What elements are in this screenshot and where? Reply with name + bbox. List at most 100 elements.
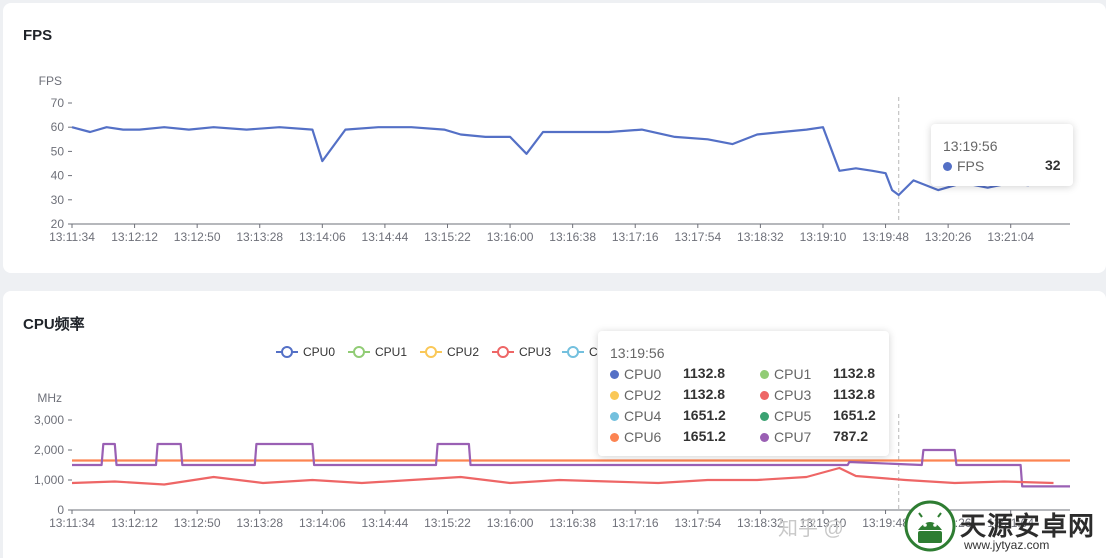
fps-card: FPS <box>3 3 1106 273</box>
cpu-tooltip-value: 1132.8 <box>683 365 726 381</box>
fps-y-axis-label: FPS <box>39 74 62 88</box>
fps-x-tick-label: 13:17:16 <box>612 230 659 244</box>
cpu-tooltip-row: CPU4 <box>610 407 661 425</box>
cpu-x-tick-label: 13:12:50 <box>174 516 221 530</box>
cpu-tooltip-label: CPU5 <box>774 408 812 424</box>
cpu-plot: 0 1,000 2,000 3,000 13:11:34 13:12:12 13:12:50… <box>34 391 1070 530</box>
cpu-tooltip-value: 1132.8 <box>833 386 876 402</box>
cpu-tooltip-label: CPU4 <box>624 408 662 424</box>
legend-marker-icon <box>497 346 509 358</box>
cpu-tooltip-row: CPU3 <box>760 386 811 404</box>
cpu-x-tick-label: 13:19:10 <box>800 516 847 530</box>
fps-x-tick-label: 13:19:48 <box>862 230 909 244</box>
fps-x-tick-label: 13:17:54 <box>674 230 721 244</box>
legend-label: CPU1 <box>375 345 407 359</box>
cpu-tooltip-row: CPU1 <box>760 365 811 383</box>
legend-marker-icon <box>281 346 293 358</box>
cpu-x-tick-label: 13:18:32 <box>737 516 784 530</box>
fps-x-tick-label: 13:16:38 <box>549 230 596 244</box>
fps-x-tick-label: 13:21:04 <box>987 230 1034 244</box>
series-dot-icon <box>610 391 619 400</box>
cpu-x-tick-label: 13:17:16 <box>612 516 659 530</box>
cpu-x-tick-label: 13:12:12 <box>111 516 158 530</box>
cpu-tooltip-row: CPU7 <box>760 428 811 446</box>
cpu-y-tick-label: 3,000 <box>34 413 64 427</box>
legend-marker-icon <box>567 346 579 358</box>
cpu-tooltip-label: CPU0 <box>624 366 662 382</box>
series-dot-icon <box>760 370 769 379</box>
fps-y-tick-label: 40 <box>51 169 65 183</box>
cpu-card-title: CPU频率 <box>23 316 85 333</box>
legend-label: CPU0 <box>303 345 335 359</box>
site-watermark: 天源安卓网 www.jytyaz.com <box>902 494 1102 558</box>
cpu-x-tick-label: 13:21:04 <box>987 516 1034 530</box>
cpu-y-tick-label: 2,000 <box>34 443 64 457</box>
cpu-tooltip-row: CPU2 <box>610 386 661 404</box>
series-dot-icon <box>760 433 769 442</box>
site-name: 天源安卓网 <box>960 511 1096 541</box>
series-dot-icon <box>760 412 769 421</box>
cpu-tooltip-row: CPU6 <box>610 428 661 446</box>
cpu-tooltip-value: 1132.8 <box>833 365 876 381</box>
cpu-y-tick-label: 0 <box>57 503 64 517</box>
cpu-y-axis-label: MHz <box>37 391 62 405</box>
cpu-tooltip-value: 1651.2 <box>683 407 726 423</box>
site-url: www.jytyaz.com <box>964 538 1050 552</box>
cpu-tooltip: 13:19:56 CPU0 1132.8 CPU1 1132.8 CPU2 1132.8 C… <box>598 331 889 456</box>
fps-x-tick-label: 13:14:44 <box>362 230 409 244</box>
cpu-x-tick-label: 13:16:00 <box>487 516 534 530</box>
legend-marker-icon <box>353 346 365 358</box>
cpu-tooltip-label: CPU2 <box>624 387 662 403</box>
cpu-tooltip-label: CPU7 <box>774 429 812 445</box>
legend-item-cpu3[interactable]: CPU3 <box>492 345 551 359</box>
cpu-tooltip-value: 1651.2 <box>683 428 726 444</box>
fps-card-title: FPS <box>23 27 53 44</box>
legend-item-cpu1[interactable]: CPU1 <box>348 345 407 359</box>
fps-y-tick-label: 60 <box>51 120 65 134</box>
cpu-tooltip-value: 787.2 <box>833 428 869 444</box>
fps-x-tick-label: 13:16:00 <box>487 230 534 244</box>
fps-x-tick-label: 13:12:50 <box>174 230 221 244</box>
fps-x-tick-label: 13:15:22 <box>424 230 471 244</box>
legend-label: CPU3 <box>519 345 551 359</box>
legend-item-c[interactable]: C <box>562 345 598 359</box>
cpu-tooltip-label: CPU1 <box>774 366 812 382</box>
cpu-tooltip-row: CPU0 <box>610 365 661 383</box>
cpu-x-tick-label: 13:14:06 <box>299 516 346 530</box>
cpu-tooltip-value: 1651.2 <box>833 407 876 423</box>
cpu-tooltip-time: 13:19:56 <box>610 345 665 361</box>
cpu-x-tick-label: 13:15:22 <box>424 516 471 530</box>
fps-y-tick-label: 30 <box>51 193 65 207</box>
fps-tooltip: 13:19:56 FPS 32 <box>931 124 1073 186</box>
series-dot-icon <box>943 162 952 171</box>
fps-x-tick-label: 13:14:06 <box>299 230 346 244</box>
cpu-series-cpu7 <box>72 442 1070 488</box>
fps-y-tick-label: 20 <box>51 217 65 231</box>
fps-x-tick-label: 13:19:10 <box>800 230 847 244</box>
fps-x-tick-label: 13:11:34 <box>49 230 95 244</box>
android-logo-icon <box>904 500 956 552</box>
cpu-series-cpu3-trace <box>71 466 1054 486</box>
legend-item-cpu2[interactable]: CPU2 <box>420 345 479 359</box>
legend-label: C <box>589 345 598 359</box>
cpu-x-tick-label: 13:11:34 <box>49 516 95 530</box>
cpu-x-tick-label: 13:19:48 <box>862 516 909 530</box>
fps-x-tick-label: 13:20:26 <box>925 230 972 244</box>
cpu-tooltip-row: CPU5 <box>760 407 811 425</box>
cpu-tooltip-value: 1132.8 <box>683 386 726 402</box>
legend-label: CPU2 <box>447 345 479 359</box>
fps-series-fps <box>71 126 1029 197</box>
cpu-y-tick-label: 1,000 <box>34 473 64 487</box>
cpu-tooltip-label: CPU6 <box>624 429 662 445</box>
fps-y-tick-label: 50 <box>51 144 65 158</box>
legend-item-cpu0[interactable]: CPU0 <box>276 345 335 359</box>
zhihu-watermark: 知乎 @ <box>778 518 844 540</box>
series-dot-icon <box>760 391 769 400</box>
fps-x-tick-label: 13:12:12 <box>111 230 158 244</box>
series-dot-icon <box>610 433 619 442</box>
fps-x-tick-label: 13:18:32 <box>737 230 784 244</box>
fps-plot: 20 30 40 50 60 70 13:11:34 13:12:12 13:12:50 13:1… <box>39 74 1070 244</box>
fps-tooltip-time: 13:19:56 <box>943 138 998 154</box>
cpu-x-tick-label: 13:16:38 <box>549 516 596 530</box>
